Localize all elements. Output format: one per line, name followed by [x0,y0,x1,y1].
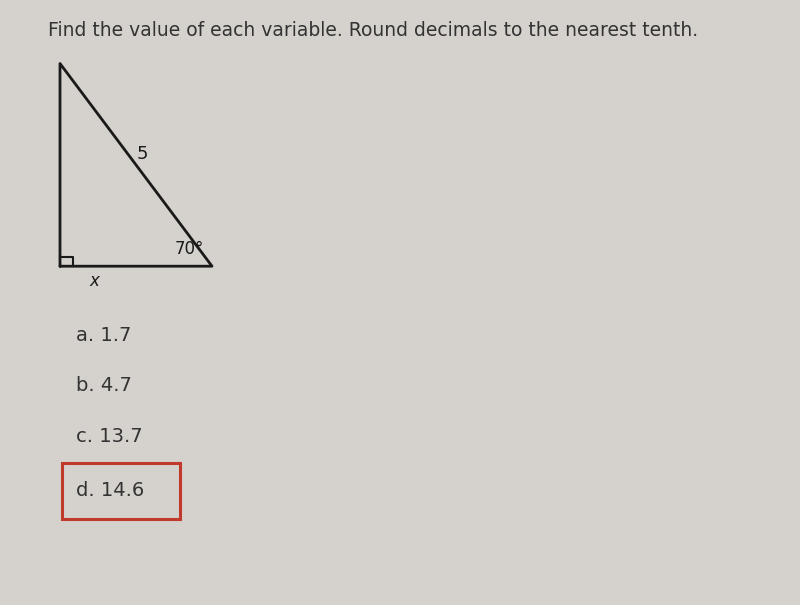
Text: d. 14.6: d. 14.6 [76,480,144,500]
Text: a. 1.7: a. 1.7 [76,326,131,345]
Text: 70°: 70° [174,240,204,258]
Text: c. 13.7: c. 13.7 [76,427,142,446]
Text: Find the value of each variable. Round decimals to the nearest tenth.: Find the value of each variable. Round d… [48,21,698,40]
Text: b. 4.7: b. 4.7 [76,376,132,395]
Text: 5: 5 [137,145,148,163]
Text: x: x [90,272,99,290]
